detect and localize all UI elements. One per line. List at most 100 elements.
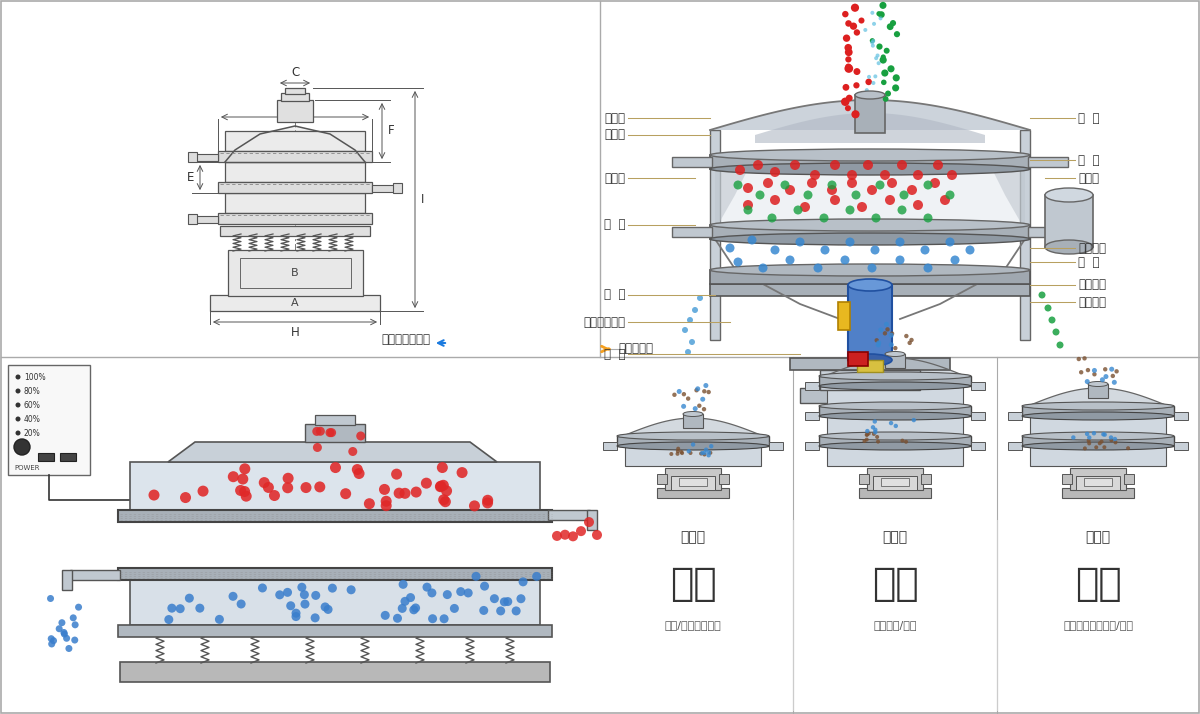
Circle shape: [920, 246, 930, 254]
Circle shape: [876, 341, 881, 346]
Circle shape: [1098, 441, 1102, 446]
Circle shape: [1092, 368, 1097, 373]
Circle shape: [827, 185, 838, 195]
Text: 上部重锤: 上部重锤: [1078, 241, 1106, 254]
Bar: [226, 193, 365, 213]
Circle shape: [48, 640, 55, 648]
Text: 筛  盘: 筛 盘: [1078, 256, 1099, 268]
Circle shape: [239, 486, 250, 497]
Circle shape: [874, 56, 878, 60]
Circle shape: [592, 530, 602, 540]
Circle shape: [456, 467, 468, 478]
Circle shape: [707, 390, 710, 394]
Bar: [886, 354, 905, 368]
Circle shape: [707, 450, 712, 455]
Circle shape: [695, 388, 698, 393]
Bar: [314, 415, 355, 425]
Circle shape: [516, 594, 526, 603]
Circle shape: [71, 637, 78, 643]
Circle shape: [482, 498, 493, 508]
Bar: [1174, 412, 1188, 420]
Circle shape: [912, 418, 916, 422]
Circle shape: [857, 202, 866, 212]
Circle shape: [1076, 357, 1081, 361]
Circle shape: [1087, 439, 1091, 443]
Circle shape: [876, 44, 882, 50]
Text: 加重块: 加重块: [1078, 171, 1099, 184]
Bar: [866, 468, 923, 490]
Circle shape: [391, 468, 402, 480]
Circle shape: [704, 448, 708, 452]
Circle shape: [55, 625, 62, 632]
Circle shape: [1115, 369, 1118, 373]
Circle shape: [875, 435, 880, 439]
Circle shape: [924, 213, 932, 223]
Circle shape: [1086, 368, 1090, 372]
Circle shape: [235, 485, 246, 496]
Circle shape: [743, 200, 754, 210]
Circle shape: [680, 451, 684, 455]
Circle shape: [1126, 446, 1130, 451]
Bar: [1030, 446, 1166, 466]
Circle shape: [703, 383, 708, 388]
Circle shape: [263, 482, 274, 493]
Circle shape: [892, 84, 899, 91]
Bar: [218, 182, 372, 193]
Circle shape: [1049, 316, 1056, 323]
Bar: [1028, 227, 1068, 237]
Circle shape: [863, 439, 866, 443]
Circle shape: [865, 433, 869, 437]
Bar: [790, 358, 950, 370]
Circle shape: [845, 20, 852, 26]
Circle shape: [196, 603, 204, 613]
Bar: [658, 488, 730, 498]
Circle shape: [900, 438, 905, 443]
Circle shape: [865, 88, 869, 92]
Circle shape: [1094, 446, 1098, 449]
Circle shape: [804, 191, 812, 199]
Ellipse shape: [1022, 432, 1174, 440]
Circle shape: [898, 160, 907, 170]
Bar: [130, 570, 540, 625]
Circle shape: [872, 22, 876, 26]
Circle shape: [847, 170, 857, 180]
Text: 除杂: 除杂: [1075, 565, 1121, 603]
Circle shape: [682, 392, 686, 396]
Bar: [587, 510, 598, 530]
Bar: [881, 478, 910, 486]
Bar: [305, 424, 365, 442]
Circle shape: [1092, 372, 1097, 376]
Circle shape: [1044, 304, 1051, 311]
Circle shape: [930, 178, 940, 188]
Circle shape: [697, 295, 703, 301]
Circle shape: [821, 246, 829, 254]
Circle shape: [878, 328, 883, 333]
Circle shape: [700, 451, 703, 456]
Circle shape: [394, 488, 404, 498]
Circle shape: [1085, 379, 1090, 384]
Bar: [218, 151, 372, 162]
Circle shape: [311, 591, 320, 600]
Circle shape: [50, 637, 58, 644]
Bar: [1084, 478, 1112, 486]
Text: I: I: [421, 193, 425, 206]
Circle shape: [1103, 433, 1106, 437]
Circle shape: [876, 181, 884, 189]
Circle shape: [895, 238, 905, 246]
Polygon shape: [710, 130, 720, 340]
Bar: [1008, 412, 1022, 420]
Bar: [188, 214, 197, 224]
Circle shape: [1085, 432, 1090, 436]
Bar: [277, 100, 313, 122]
Bar: [710, 270, 1030, 284]
Circle shape: [1087, 436, 1092, 440]
Circle shape: [438, 494, 449, 506]
Circle shape: [568, 531, 578, 541]
Circle shape: [946, 191, 954, 199]
Circle shape: [438, 480, 449, 491]
Circle shape: [924, 263, 932, 273]
Circle shape: [786, 256, 794, 264]
Circle shape: [878, 16, 882, 21]
Circle shape: [679, 450, 683, 454]
Ellipse shape: [617, 432, 769, 440]
